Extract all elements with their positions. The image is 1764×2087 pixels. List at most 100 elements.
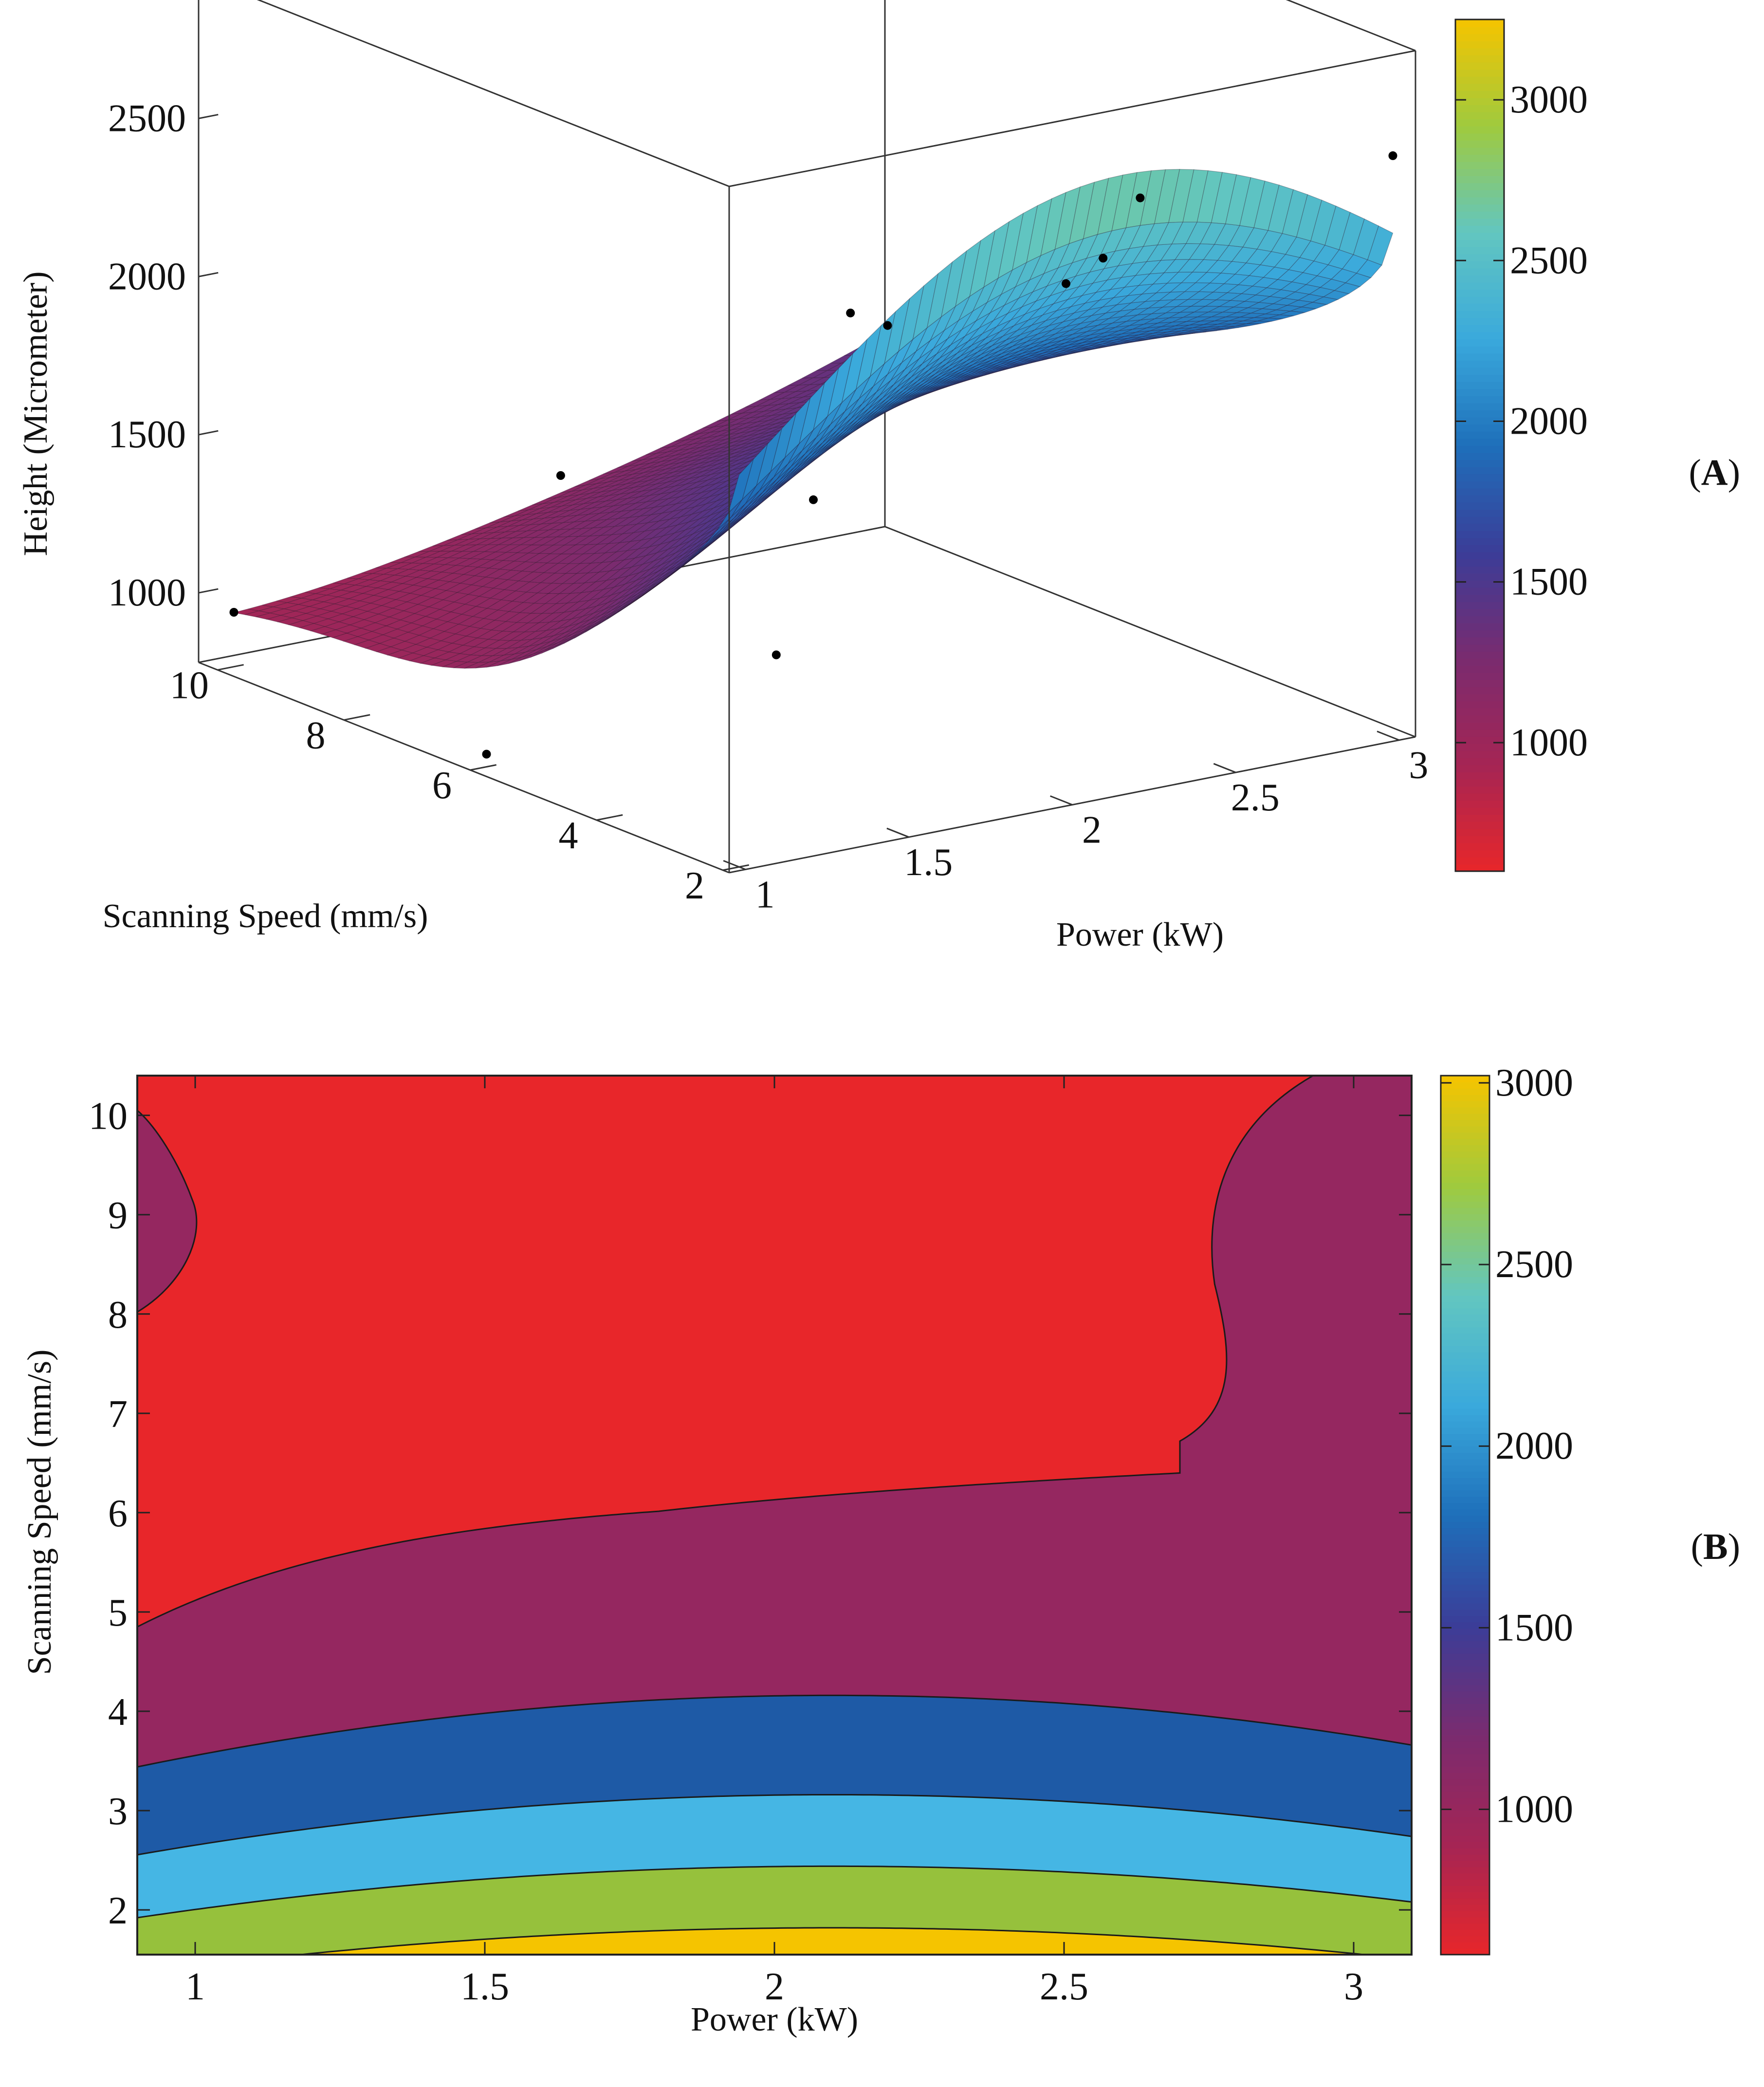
colorbar-band: [1455, 523, 1504, 531]
colorbar-band: [1441, 1239, 1489, 1246]
colorbar-band: [1441, 1778, 1489, 1786]
colorbar-band: [1455, 850, 1504, 858]
colorbar-band: [1441, 1076, 1489, 1082]
colorbar-band: [1441, 1791, 1489, 1798]
data-point: [482, 750, 491, 759]
colorbar-band: [1441, 1647, 1489, 1654]
box-edge: [729, 50, 1416, 187]
colorbar-band: [1441, 1572, 1489, 1578]
colorbar-band: [1455, 779, 1504, 787]
colorbar-band: [1455, 679, 1504, 687]
data-point: [229, 608, 239, 617]
colorbar-band: [1441, 1848, 1489, 1855]
y-tick-label: 7: [108, 1393, 128, 1436]
y-tick: [722, 864, 750, 871]
colorbar-band: [1455, 424, 1504, 432]
colorbar-band: [1441, 1804, 1489, 1811]
colorbar-band: [1455, 260, 1504, 269]
colorbar-band: [1441, 1264, 1489, 1271]
colorbar-band: [1441, 1923, 1489, 1930]
colorbar-band: [1441, 1754, 1489, 1761]
colorbar-band: [1441, 1716, 1489, 1723]
colorbar-band: [1455, 90, 1504, 98]
colorbar-band: [1455, 97, 1504, 105]
colorbar-band: [1441, 1917, 1489, 1924]
colorbar-band: [1441, 1189, 1489, 1196]
colorbar-band: [1455, 388, 1504, 396]
colorbar-band: [1455, 239, 1504, 247]
colorbar-band: [1441, 1201, 1489, 1208]
panel-b-label: (B): [1691, 1526, 1740, 1567]
z-tick-label: 1500: [108, 413, 186, 456]
y-tick: [344, 714, 370, 721]
colorbar-band: [1455, 864, 1504, 872]
colorbar-band: [1455, 76, 1504, 84]
colorbar-band: [1441, 1785, 1489, 1792]
colorbar-band: [1441, 1760, 1489, 1767]
colorbar-band: [1441, 1446, 1489, 1453]
colorbar-band: [1455, 807, 1504, 815]
colorbar-band: [1455, 381, 1504, 389]
colorbar-band: [1441, 1282, 1489, 1290]
colorbar-band: [1455, 154, 1504, 162]
y-tick-label: 10: [170, 664, 209, 707]
colorbar-band: [1455, 616, 1504, 623]
colorbar-band: [1441, 1910, 1489, 1918]
colorbar-band: [1455, 743, 1504, 751]
colorbar-band: [1455, 573, 1504, 581]
surface-patch: [1367, 225, 1394, 266]
colorbar-band: [1441, 1546, 1489, 1554]
x-tick: [886, 827, 909, 838]
colorbar-tick-label: 1500: [1510, 561, 1588, 604]
colorbar-band: [1441, 1081, 1489, 1089]
colorbar-band: [1441, 1433, 1489, 1441]
colorbar-band: [1441, 1709, 1489, 1717]
colorbar-band: [1441, 1841, 1489, 1849]
colorbar-band: [1455, 502, 1504, 510]
colorbar-band: [1441, 1245, 1489, 1252]
panel-a-data-points: [229, 151, 1397, 759]
colorbar-band: [1455, 757, 1504, 766]
colorbar-band: [1441, 1333, 1489, 1340]
colorbar-band: [1455, 828, 1504, 837]
colorbar-band: [1455, 275, 1504, 283]
colorbar-band: [1455, 62, 1504, 70]
colorbar-band: [1455, 644, 1504, 652]
colorbar-band: [1455, 69, 1504, 77]
colorbar-band: [1455, 339, 1504, 347]
colorbar-frame: [1440, 1075, 1490, 1956]
colorbar-band: [1455, 531, 1504, 538]
colorbar-band: [1455, 168, 1504, 176]
colorbar-band: [1455, 857, 1504, 865]
colorbar-band: [1455, 672, 1504, 680]
colorbar-frame: [1454, 18, 1505, 872]
colorbar-band: [1455, 445, 1504, 453]
colorbar-band: [1455, 346, 1504, 354]
y-tick-label: 8: [306, 714, 325, 757]
y-tick: [596, 814, 623, 821]
panel-a-label: (A): [1689, 452, 1740, 493]
colorbar-band: [1455, 83, 1504, 91]
colorbar-band: [1455, 793, 1504, 801]
colorbar-band: [1455, 325, 1504, 332]
y-tick-label: 3: [108, 1790, 128, 1833]
z-tick-label: 2000: [108, 255, 186, 298]
colorbar-band: [1441, 1170, 1489, 1177]
colorbar-band: [1441, 1195, 1489, 1202]
colorbar-band: [1441, 1182, 1489, 1190]
colorbar-band: [1441, 1132, 1489, 1139]
colorbar-band: [1455, 800, 1504, 808]
colorbar-band: [1441, 1157, 1489, 1164]
panel-a-surface-plot: 1 1.5 2 2.5 3 10 8 6 4 2 1000 1500 2000 2500 Height (…: [17, 0, 1740, 953]
colorbar-band: [1455, 736, 1504, 744]
colorbar-band: [1441, 1465, 1489, 1472]
colorbar-band: [1455, 630, 1504, 638]
panel-a-y-axis-label: Scanning Speed (mm/s): [103, 897, 428, 935]
y-tick-label: 6: [432, 764, 452, 807]
colorbar-band: [1441, 1553, 1489, 1560]
x-tick-label: 2: [765, 1965, 784, 2008]
colorbar-tick-label: 1000: [1495, 1788, 1573, 1831]
colorbar-band: [1441, 1107, 1489, 1114]
x-tick-label: 2.5: [1040, 1965, 1088, 2008]
colorbar-band: [1455, 225, 1504, 233]
